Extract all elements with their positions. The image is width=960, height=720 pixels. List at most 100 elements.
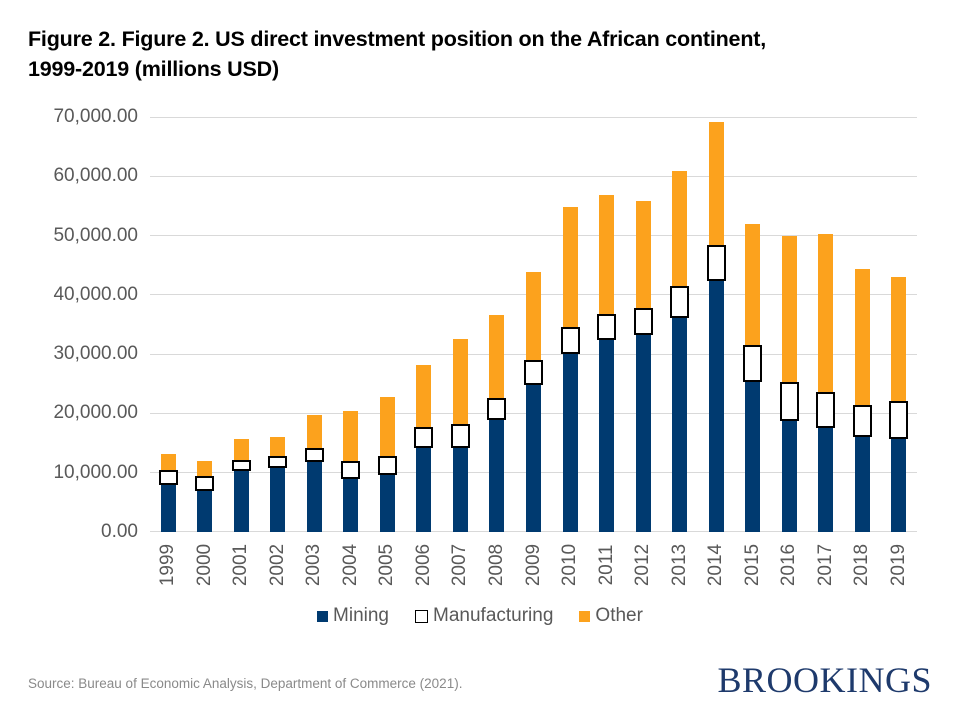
bar-segment-other-2001 xyxy=(233,438,249,463)
bar-segment-manufacturing-2018 xyxy=(852,404,872,438)
y-axis-label-70000: 70,000.00 xyxy=(53,106,138,127)
legend-label-manufacturing: Manufacturing xyxy=(433,605,554,626)
y-axis-label-0: 0.00 xyxy=(101,521,138,542)
bar-segment-other-2000 xyxy=(197,461,213,479)
bar-segment-mining-2009 xyxy=(526,383,541,532)
bar-segment-mining-2010 xyxy=(562,352,578,532)
bar-segment-manufacturing-2016 xyxy=(779,382,799,421)
bar-segment-manufacturing-2012 xyxy=(633,308,653,335)
bar-segment-manufacturing-2002 xyxy=(268,455,288,468)
bar-segment-mining-2018 xyxy=(854,435,870,532)
x-axis-label-2014: 2014 xyxy=(705,543,727,587)
figure-title-line2: 1999-2019 (millions USD) xyxy=(28,57,279,81)
bar-segment-mining-2000 xyxy=(197,488,213,532)
bar-segment-manufacturing-2003 xyxy=(304,447,324,462)
bar-segment-mining-2016 xyxy=(781,418,797,532)
x-axis-label-2002: 2002 xyxy=(266,543,288,587)
x-axis-label-2006: 2006 xyxy=(412,543,434,587)
x-axis-label-2015: 2015 xyxy=(741,543,763,587)
y-axis-label-60000: 60,000.00 xyxy=(53,165,138,187)
bar-segment-other-2006 xyxy=(416,365,432,430)
y-axis-label-40000: 40,000.00 xyxy=(53,283,138,305)
x-axis-label-2001: 2001 xyxy=(230,543,252,587)
bar-segment-mining-2007 xyxy=(452,446,468,532)
x-axis-label-2008: 2008 xyxy=(485,543,507,587)
y-axis-label-20000: 20,000.00 xyxy=(53,402,138,424)
bar-segment-manufacturing-2017 xyxy=(816,391,836,429)
bar-segment-other-2019 xyxy=(891,276,907,403)
bar-segment-mining-2017 xyxy=(818,426,834,532)
bar-segment-manufacturing-2019 xyxy=(889,400,909,439)
bar-segment-other-2003 xyxy=(306,414,322,450)
legend-item-mining: Mining xyxy=(317,604,389,628)
x-axis-label-2013: 2013 xyxy=(668,543,690,587)
bar-segment-manufacturing-2000 xyxy=(195,476,215,491)
bar-segment-other-2018 xyxy=(854,269,870,407)
x-axis-label-2004: 2004 xyxy=(339,543,361,587)
legend-swatch-other-icon xyxy=(579,610,591,622)
x-axis-label-2005: 2005 xyxy=(376,543,398,587)
bar-segment-other-2005 xyxy=(379,397,395,458)
y-axis-label-10000: 10,000.00 xyxy=(53,461,138,483)
bar-segment-manufacturing-2001 xyxy=(231,460,251,472)
x-axis-label-2000: 2000 xyxy=(193,543,215,587)
bar-segment-mining-2011 xyxy=(599,338,615,532)
x-axis-label-2019: 2019 xyxy=(887,543,909,587)
gridline-60000 xyxy=(150,175,917,177)
figure-title: Figure 2. Figure 2. US direct investment… xyxy=(28,24,938,84)
legend-swatch-mining-icon xyxy=(317,610,329,622)
legend-swatch-manufacturing-icon xyxy=(415,609,429,623)
bar-segment-manufacturing-2008 xyxy=(487,397,507,421)
bar-segment-mining-2013 xyxy=(672,315,688,532)
x-axis-label-2007: 2007 xyxy=(449,543,471,587)
y-axis: 0.00 10,000.00 20,000.00 30,000.00 40,000.00… xyxy=(0,107,138,542)
bar-segment-manufacturing-2006 xyxy=(414,427,434,449)
gridline-50000 xyxy=(150,235,917,237)
bar-segment-mining-2019 xyxy=(891,436,907,532)
bar-segment-other-2012 xyxy=(635,200,651,311)
y-axis-label-50000: 50,000.00 xyxy=(53,224,138,246)
x-axis-label-2018: 2018 xyxy=(851,543,873,587)
bar-segment-manufacturing-2007 xyxy=(450,423,470,449)
figure-title-line1: Figure 2. Figure 2. US direct investment… xyxy=(28,27,766,51)
y-axis-label-30000: 30,000.00 xyxy=(53,343,138,365)
bar-segment-mining-2012 xyxy=(635,332,651,532)
bar-segment-other-2017 xyxy=(818,233,834,394)
x-axis-label-2012: 2012 xyxy=(632,543,654,587)
bar-segment-mining-2006 xyxy=(416,446,432,532)
bar-segment-manufacturing-2009 xyxy=(524,360,543,386)
x-axis-label-2010: 2010 xyxy=(559,543,581,587)
plot-area xyxy=(150,116,917,532)
x-axis-label-1999: 1999 xyxy=(157,543,179,587)
legend-item-manufacturing: Manufacturing xyxy=(415,604,553,628)
x-axis-label-2009: 2009 xyxy=(522,543,544,587)
legend-label-other: Other xyxy=(595,605,643,626)
bar-segment-other-2004 xyxy=(343,411,359,463)
bar-segment-mining-2002 xyxy=(270,465,286,532)
bar-segment-other-1999 xyxy=(160,454,176,473)
bar-segment-mining-2015 xyxy=(745,379,761,532)
x-axis-label-2016: 2016 xyxy=(778,543,800,587)
bar-segment-manufacturing-2013 xyxy=(670,285,690,318)
bar-segment-mining-2001 xyxy=(233,469,249,532)
x-axis-label-2003: 2003 xyxy=(303,543,325,587)
gridline-70000 xyxy=(150,116,917,118)
bar-segment-other-2008 xyxy=(489,315,505,400)
bar-segment-manufacturing-2014 xyxy=(706,245,726,281)
bar-segment-other-2007 xyxy=(452,338,468,426)
x-axis-label-2017: 2017 xyxy=(814,543,836,587)
bar-segment-mining-2004 xyxy=(343,476,359,532)
bar-segment-mining-2003 xyxy=(306,459,322,532)
bar-segment-manufacturing-2015 xyxy=(743,345,763,382)
bar-segment-other-2011 xyxy=(599,194,615,316)
bar-segment-other-2002 xyxy=(270,436,286,458)
bar-segment-other-2014 xyxy=(708,122,724,248)
bar-segment-other-2013 xyxy=(672,170,688,288)
bar-segment-other-2016 xyxy=(781,236,797,385)
bar-segment-mining-2005 xyxy=(379,472,395,532)
bar-segment-manufacturing-2005 xyxy=(377,455,397,475)
bar-segment-other-2015 xyxy=(745,223,761,348)
bar-segment-mining-2008 xyxy=(489,418,505,532)
bar-segment-manufacturing-1999 xyxy=(158,470,178,485)
